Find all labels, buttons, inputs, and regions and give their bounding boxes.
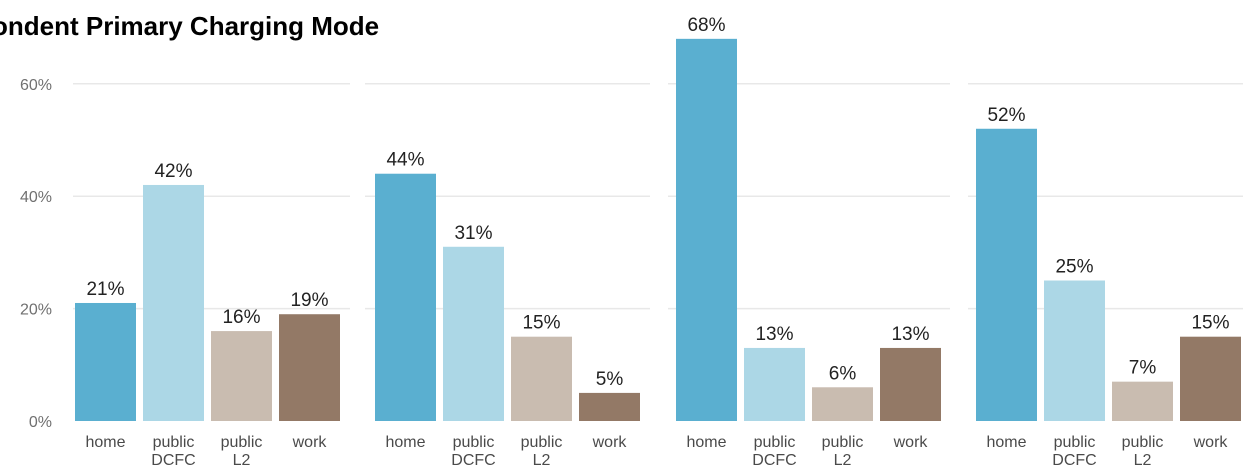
y-tick-label: 40% bbox=[20, 189, 52, 206]
x-tick-label: public bbox=[822, 434, 864, 451]
data-label: 15% bbox=[1191, 313, 1229, 334]
x-tick-label: L2 bbox=[834, 452, 852, 469]
x-tick-label: DCFC bbox=[752, 452, 796, 469]
y-tick-label: 0% bbox=[29, 414, 52, 431]
x-tick-label: public bbox=[1054, 434, 1096, 451]
x-tick-label: home bbox=[986, 434, 1026, 451]
data-label: 13% bbox=[755, 324, 793, 345]
bar bbox=[1112, 381, 1173, 421]
data-label: 19% bbox=[290, 290, 328, 311]
x-tick-label: home bbox=[85, 434, 125, 451]
bar bbox=[279, 314, 340, 421]
data-label: 42% bbox=[154, 161, 192, 182]
x-tick-label: work bbox=[592, 434, 628, 451]
bar bbox=[880, 347, 941, 421]
x-tick-label: public bbox=[521, 434, 563, 451]
x-tick-label: work bbox=[1193, 434, 1229, 451]
x-tick-label: work bbox=[893, 434, 929, 451]
data-label: 6% bbox=[829, 363, 857, 384]
x-tick-label: L2 bbox=[533, 452, 551, 469]
bar bbox=[75, 302, 136, 421]
x-tick-label: home bbox=[686, 434, 726, 451]
x-tick-label: public bbox=[221, 434, 263, 451]
x-tick-label: L2 bbox=[233, 452, 251, 469]
data-label: 25% bbox=[1055, 257, 1093, 278]
data-label: 13% bbox=[891, 324, 929, 345]
bar bbox=[676, 38, 737, 422]
x-tick-label: public bbox=[1122, 434, 1164, 451]
x-tick-label: public bbox=[453, 434, 495, 451]
x-tick-label: L2 bbox=[1134, 452, 1152, 469]
data-label: 68% bbox=[687, 15, 725, 36]
data-label: 52% bbox=[987, 105, 1025, 126]
data-label: 31% bbox=[454, 223, 492, 244]
bar bbox=[375, 173, 436, 421]
x-tick-label: DCFC bbox=[451, 452, 495, 469]
bar bbox=[579, 392, 640, 421]
x-tick-label: public bbox=[153, 434, 195, 451]
bar bbox=[143, 184, 204, 421]
x-tick-label: home bbox=[385, 434, 425, 451]
bar bbox=[976, 128, 1037, 421]
bar bbox=[511, 336, 572, 421]
x-tick-label: work bbox=[292, 434, 328, 451]
x-tick-label: public bbox=[754, 434, 796, 451]
x-tick-label: DCFC bbox=[151, 452, 195, 469]
bar bbox=[1180, 336, 1241, 421]
data-label: 7% bbox=[1129, 358, 1157, 379]
x-tick-label: DCFC bbox=[1052, 452, 1096, 469]
data-label: 44% bbox=[386, 150, 424, 171]
bar bbox=[812, 387, 873, 421]
bar bbox=[443, 246, 504, 421]
chart-title: ondent Primary Charging Mode bbox=[0, 11, 380, 41]
bar bbox=[744, 347, 805, 421]
y-tick-label: 20% bbox=[20, 302, 52, 319]
data-label: 15% bbox=[522, 313, 560, 334]
data-label: 16% bbox=[222, 307, 260, 328]
y-tick-label: 60% bbox=[20, 77, 52, 94]
data-label: 21% bbox=[86, 279, 124, 300]
data-label: 5% bbox=[596, 369, 624, 390]
bar bbox=[1044, 280, 1105, 421]
bar bbox=[211, 331, 272, 421]
